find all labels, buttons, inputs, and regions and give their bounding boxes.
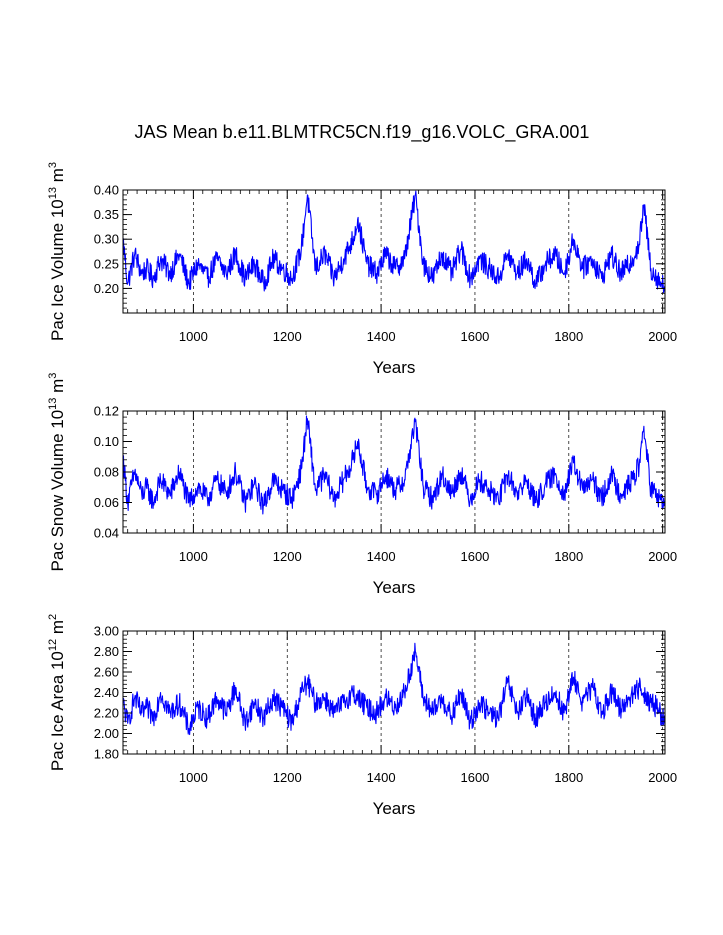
panel-2-y-tick-label: 0.08 bbox=[94, 465, 119, 480]
panel-2-y-label-text: Pac Snow Volume 10 bbox=[48, 410, 67, 572]
panel-2-y-tick-label: 0.10 bbox=[94, 434, 119, 449]
panel-2-x-tick-label: 1800 bbox=[554, 549, 583, 564]
panel-1-plot-frame bbox=[122, 189, 666, 314]
panel-2-plot-frame bbox=[122, 410, 666, 534]
panel-3-x-tick-label: 1000 bbox=[179, 770, 208, 785]
panel-3-y-axis-label: Pac Ice Area 1012 m2 bbox=[47, 614, 67, 771]
panel-1-y-tick-label: 0.35 bbox=[94, 207, 119, 222]
panel-3-x-tick-label: 2000 bbox=[648, 770, 677, 785]
panel-3: 1000 1200 1400 1600 1800 2000 1.80 2.00 2.20 2.40… bbox=[47, 614, 677, 818]
panel-2-y-tick-label: 0.06 bbox=[94, 495, 119, 510]
panel-3-y-label-text: Pac Ice Area 10 bbox=[48, 651, 67, 771]
panel-1-y-label-unit: m bbox=[48, 168, 67, 187]
panel-1-x-tick-label: 1200 bbox=[273, 329, 302, 344]
panel-1-y-tick-label: 0.25 bbox=[94, 256, 119, 271]
panel-1-x-axis-label: Years bbox=[373, 358, 416, 377]
panel-3-y-tick-label: 2.60 bbox=[94, 665, 119, 680]
panel-1: 1000 1200 1400 1600 1800 2000 0.20 0.25 0.30 0.35… bbox=[47, 162, 677, 377]
panel-2-x-tick-label: 1000 bbox=[179, 549, 208, 564]
panel-1-y-tick-label: 0.20 bbox=[94, 281, 119, 296]
panel-3-y-tick-label: 2.00 bbox=[94, 726, 119, 741]
panel-3-x-tick-label: 1600 bbox=[460, 770, 489, 785]
panel-2-y-label-unit-exponent: 3 bbox=[47, 373, 59, 379]
panel-2-series-line bbox=[122, 415, 666, 515]
panel-3-x-tick-label: 1400 bbox=[367, 770, 396, 785]
panel-3-y-tick-label: 2.20 bbox=[94, 706, 119, 721]
panel-1-x-tick-label: 1400 bbox=[367, 329, 396, 344]
panel-2-y-label-exponent: 13 bbox=[47, 398, 59, 410]
panel-1-x-tick-label: 2000 bbox=[648, 329, 677, 344]
panel-2-x-tick-label: 1600 bbox=[460, 549, 489, 564]
panel-2-y-tick-label: 0.04 bbox=[94, 526, 119, 541]
panel-3-x-tick-label: 1200 bbox=[273, 770, 302, 785]
panel-3-series-line bbox=[122, 642, 666, 736]
panel-2-y-axis-label: Pac Snow Volume 1013 m3 bbox=[47, 373, 67, 572]
panel-1-x-tick-label: 1800 bbox=[554, 329, 583, 344]
panel-3-y-tick-label: 3.00 bbox=[94, 624, 119, 639]
panel-3-x-tick-label: 1800 bbox=[554, 770, 583, 785]
panel-1-x-tick-label: 1600 bbox=[460, 329, 489, 344]
panel-2-x-axis-label: Years bbox=[373, 578, 416, 597]
panel-3-plot-frame bbox=[122, 630, 666, 755]
panel-3-y-label-unit: m bbox=[48, 620, 67, 639]
panel-3-y-tick-label: 2.40 bbox=[94, 685, 119, 700]
panel-2-y-tick-label: 0.12 bbox=[94, 404, 119, 419]
panel-1-y-label-exponent: 13 bbox=[47, 187, 59, 199]
panel-1-x-tick-label: 1000 bbox=[179, 329, 208, 344]
panel-3-y-tick-label: 1.80 bbox=[94, 747, 119, 762]
panel-2-x-tick-label: 2000 bbox=[648, 549, 677, 564]
panels: 1000 1200 1400 1600 1800 2000 0.20 0.25 0.30 0.35… bbox=[47, 162, 677, 818]
panel-2: 1000 1200 1400 1600 1800 2000 0.04 0.06 0.08 0.10… bbox=[47, 373, 677, 597]
panel-1-y-tick-label: 0.40 bbox=[94, 183, 119, 198]
panel-1-y-axis-label: Pac Ice Volume 1013 m3 bbox=[47, 162, 67, 341]
panel-3-y-tick-label: 2.80 bbox=[94, 644, 119, 659]
panel-1-y-label-unit-exponent: 3 bbox=[47, 162, 59, 168]
panel-2-x-tick-label: 1400 bbox=[367, 549, 396, 564]
panel-1-series-line bbox=[122, 190, 666, 294]
panel-3-x-axis-label: Years bbox=[373, 799, 416, 818]
panel-3-y-label-exponent: 12 bbox=[47, 639, 59, 651]
panel-3-y-label-unit-exponent: 2 bbox=[47, 614, 59, 620]
panel-2-x-tick-label: 1200 bbox=[273, 549, 302, 564]
panel-1-y-label-text: Pac Ice Volume 10 bbox=[48, 199, 67, 341]
figure-title: JAS Mean b.e11.BLMTRC5CN.f19_g16.VOLC_GR… bbox=[135, 122, 590, 143]
panel-2-y-label-unit: m bbox=[48, 379, 67, 398]
panel-1-y-tick-label: 0.30 bbox=[94, 232, 119, 247]
